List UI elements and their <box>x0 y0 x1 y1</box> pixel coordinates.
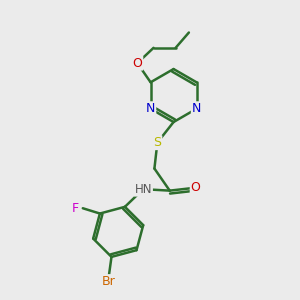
Text: HN: HN <box>134 183 152 196</box>
Text: Br: Br <box>102 275 116 288</box>
Text: N: N <box>192 102 201 115</box>
Text: S: S <box>153 136 161 149</box>
Text: N: N <box>146 102 155 115</box>
Text: O: O <box>191 181 201 194</box>
Text: F: F <box>72 202 79 215</box>
Text: O: O <box>132 57 142 70</box>
